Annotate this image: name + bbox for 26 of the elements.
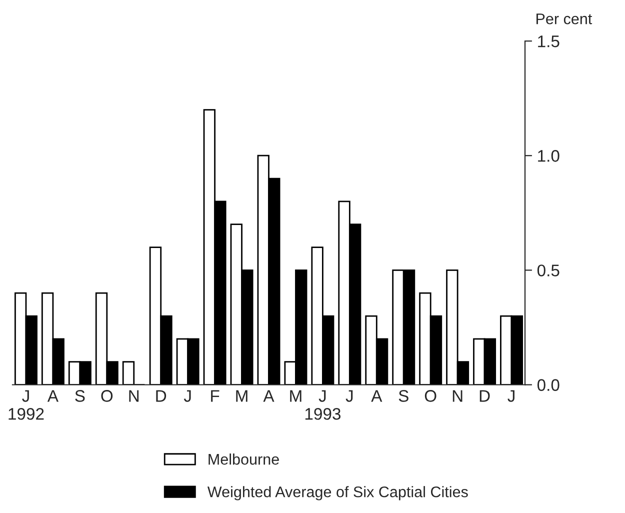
x-tick-label: D <box>156 390 166 402</box>
y-tick-label: 1.5 <box>538 36 560 48</box>
x-tick-label: O <box>424 390 436 402</box>
x-tick-label: M <box>290 390 302 402</box>
x-tick-label: J <box>508 390 514 402</box>
x-tick-label: A <box>371 390 382 402</box>
x-tick-label: M <box>236 390 248 402</box>
y-tick-label: 0.5 <box>537 264 560 276</box>
y-tick-label: 0.0 <box>537 379 560 391</box>
x-tick-label: N <box>129 390 139 402</box>
x-tick-label: J <box>184 390 191 402</box>
y-tick-label: 1.0 <box>538 150 560 162</box>
legend-label: Melbourne <box>208 453 279 465</box>
x-tick-label: S <box>75 390 85 402</box>
x-tick-label: J 1993 <box>305 390 341 420</box>
x-tick-label: A <box>47 390 58 402</box>
legend-label: Weighted Average of Six Captial Cities <box>207 486 468 500</box>
x-tick-label: J <box>346 390 353 402</box>
x-tick-label: S <box>398 390 408 402</box>
x-tick-label: N <box>452 390 462 402</box>
x-tick-label: F <box>211 390 220 402</box>
y-axis-title: Per cent <box>536 14 592 24</box>
x-tick-label: J 1992 <box>8 390 44 420</box>
x-tick-label: D <box>480 390 490 402</box>
x-tick-label: O <box>101 390 113 402</box>
x-tick-label: A <box>263 390 274 402</box>
